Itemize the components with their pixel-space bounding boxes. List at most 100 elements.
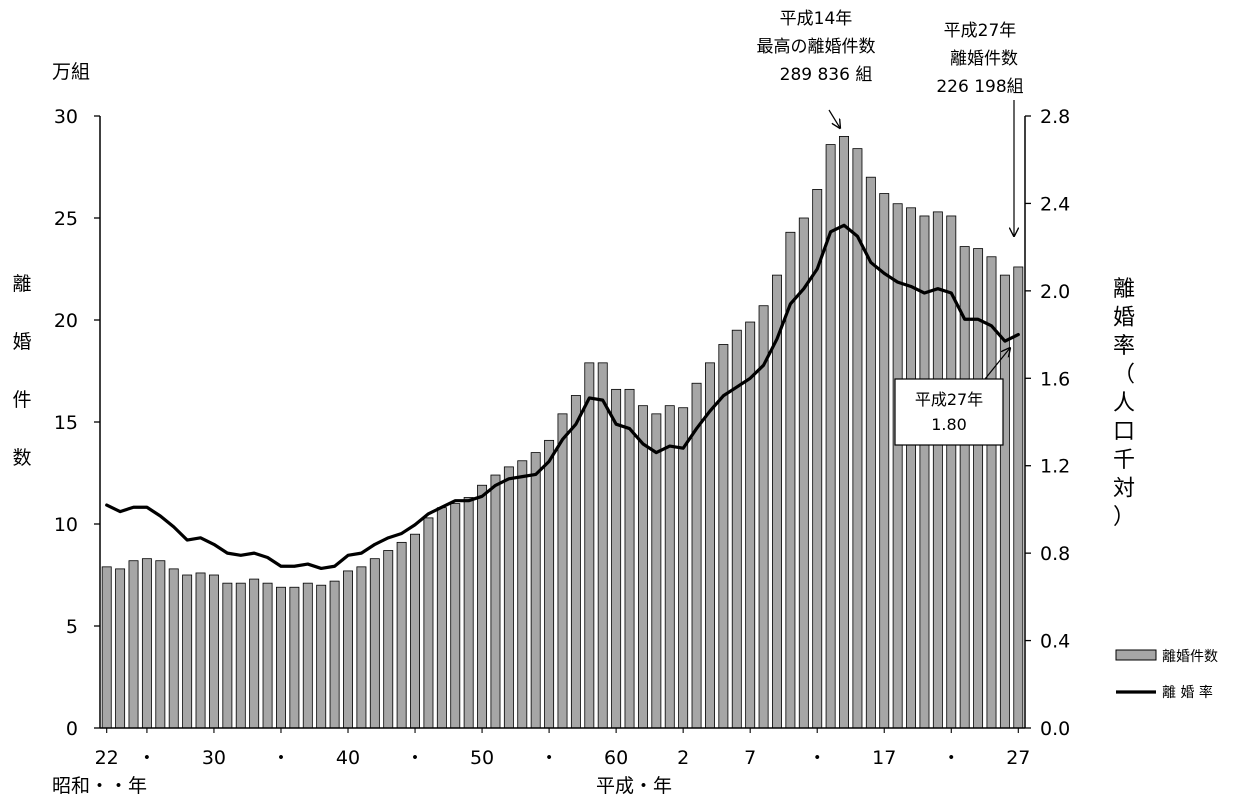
x-tick-label-14: 27 xyxy=(1006,747,1030,769)
bar-19 xyxy=(356,566,367,729)
bar-31 xyxy=(517,460,528,729)
x-tick-label-1: ・ xyxy=(137,747,156,769)
rate-point-51 xyxy=(789,302,792,306)
rate-point-62 xyxy=(936,287,940,290)
bar-43 xyxy=(678,407,689,729)
bars-layer xyxy=(101,135,1024,729)
rate-point-32 xyxy=(534,473,537,476)
rate-point-33 xyxy=(547,460,551,463)
bar-38 xyxy=(611,388,622,729)
last-count-annotation-line-2: 離婚件数 xyxy=(950,49,1018,69)
bar-14 xyxy=(289,586,300,729)
rate-point-56 xyxy=(856,235,859,238)
left-axis-title-char-2: 件 xyxy=(12,389,31,411)
right-tick-label-5: 2.0 xyxy=(1040,281,1070,303)
x-tick-label-5: ・ xyxy=(406,747,425,769)
rate-point-35 xyxy=(574,422,578,426)
rate-point-12 xyxy=(266,556,269,559)
left-axis-title-char-0: 離 xyxy=(12,273,31,295)
rate-point-48 xyxy=(748,377,752,380)
bar-26 xyxy=(450,503,461,729)
left-tick-label-6: 30 xyxy=(54,106,78,128)
rate-point-19 xyxy=(360,551,363,555)
bar-8 xyxy=(208,574,219,729)
rate-point-17 xyxy=(333,565,336,568)
legend-bar-swatch xyxy=(1115,649,1157,661)
bar-39 xyxy=(624,388,635,729)
right-tick-label-7: 2.8 xyxy=(1040,106,1070,128)
x-tick-label-3: ・ xyxy=(271,747,290,769)
last-rate-annotation: 平成27年 1.80 xyxy=(894,348,1010,446)
x-tick-label-12: 17 xyxy=(872,747,896,769)
rate-point-22 xyxy=(400,532,403,535)
bar-11 xyxy=(249,578,260,729)
x-tick-label-9: 2 xyxy=(677,747,689,769)
right-axis-title-char-5: 口 xyxy=(1113,420,1135,445)
right-axis-title-char-1: 婚 xyxy=(1113,306,1135,331)
rate-point-30 xyxy=(507,477,511,481)
last-rate-annotation-line-2: 1.80 xyxy=(931,415,967,434)
rate-point-20 xyxy=(373,543,377,546)
bar-46 xyxy=(718,344,729,729)
left-tick-label-1: 5 xyxy=(66,616,78,638)
bar-0 xyxy=(101,566,112,729)
rate-point-61 xyxy=(923,291,926,295)
bar-1 xyxy=(115,568,126,729)
bar-22 xyxy=(396,541,407,729)
bar-35 xyxy=(570,395,581,729)
legend-line-label: 離 婚 率 xyxy=(1162,684,1213,701)
bar-25 xyxy=(436,507,447,729)
rate-point-38 xyxy=(614,422,618,426)
rate-point-60 xyxy=(909,285,913,288)
rate-point-11 xyxy=(252,551,256,555)
right-axis-title-char-4: 人 xyxy=(1113,391,1135,416)
rate-point-40 xyxy=(641,442,645,446)
rate-point-57 xyxy=(869,261,873,264)
last-count-annotation: 平成27年 離婚件数 226 198組 xyxy=(936,21,1024,236)
x-tick-label-2: 30 xyxy=(202,747,226,769)
rate-point-46 xyxy=(722,394,725,397)
bar-4 xyxy=(155,560,166,729)
left-tick-label-4: 20 xyxy=(54,310,78,332)
last-count-annotation-line-1: 平成27年 xyxy=(944,21,1017,41)
bar-3 xyxy=(141,558,152,729)
bar-30 xyxy=(503,466,514,729)
bar-16 xyxy=(316,584,327,729)
rate-point-14 xyxy=(293,565,296,568)
rate-point-55 xyxy=(842,224,846,227)
bar-48 xyxy=(745,321,756,729)
right-tick-label-4: 1.6 xyxy=(1040,368,1070,390)
rate-point-26 xyxy=(454,499,457,502)
bar-15 xyxy=(302,582,313,729)
peak-annotation-line-1: 平成14年 xyxy=(780,9,853,29)
rate-point-34 xyxy=(561,438,564,441)
rate-point-1 xyxy=(118,510,122,513)
bar-9 xyxy=(222,582,233,729)
bar-67 xyxy=(999,274,1010,729)
bar-42 xyxy=(664,405,675,729)
right-tick-label-6: 2.4 xyxy=(1040,193,1070,215)
x-tick-label-0: 22 xyxy=(95,747,119,769)
left-axis-title-char-3: 数 xyxy=(12,447,31,469)
rate-point-5 xyxy=(172,525,175,529)
heisei-era-label: 平成・年 xyxy=(596,775,672,797)
rate-point-58 xyxy=(883,272,886,275)
bar-10 xyxy=(235,582,246,729)
rate-point-27 xyxy=(467,499,470,502)
rate-point-54 xyxy=(829,230,832,234)
rate-point-42 xyxy=(668,444,671,448)
right-tick-label-1: 0.4 xyxy=(1040,631,1070,653)
rate-point-63 xyxy=(950,291,953,295)
rate-point-0 xyxy=(105,503,108,507)
bar-7 xyxy=(195,572,206,729)
legend-bar-label: 離婚件数 xyxy=(1162,648,1218,665)
bar-36 xyxy=(584,362,595,729)
x-tick-label-4: 40 xyxy=(336,747,360,769)
rate-point-66 xyxy=(990,324,993,328)
right-tick-label-2: 0.8 xyxy=(1040,543,1070,565)
bar-5 xyxy=(168,568,179,729)
x-tick-label-11: ・ xyxy=(808,747,827,769)
rate-point-43 xyxy=(681,447,685,450)
bar-33 xyxy=(544,439,555,729)
